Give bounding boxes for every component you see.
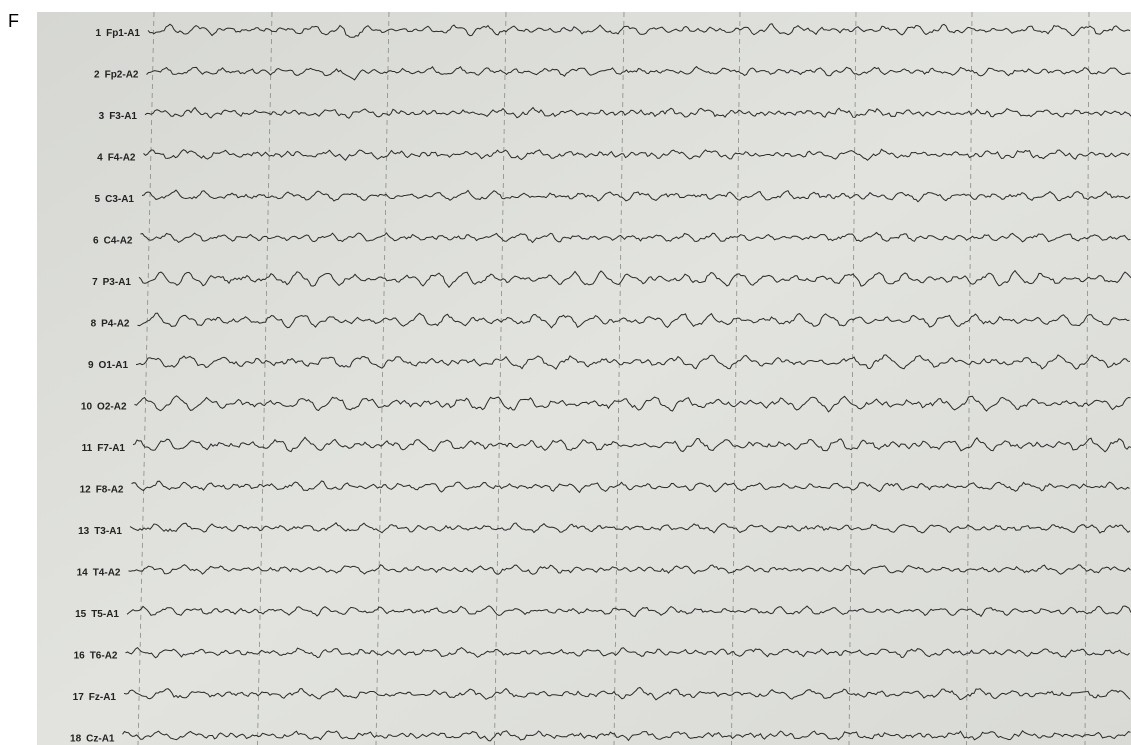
- eeg-figure: F 1 Fp1-A1 2 Fp2-A2 3 F3-A1 4 F4-A2 5 C3-A1 6 C4-A2…: [0, 0, 1131, 745]
- channel-name: T6-A2: [90, 650, 118, 661]
- channel-number: 13: [78, 526, 90, 537]
- channel-name: Fz-A1: [89, 692, 117, 703]
- channel-name: F3-A1: [109, 111, 137, 122]
- channel-number: 16: [74, 650, 86, 661]
- channel-number: 12: [80, 484, 92, 495]
- channel-number: 5: [95, 194, 101, 205]
- eeg-paper: [37, 12, 1131, 745]
- channel-name: Fp2-A2: [105, 69, 139, 80]
- channel-label: 11 F7-A1: [82, 443, 126, 454]
- channel-name: C3-A1: [105, 194, 134, 205]
- channel-label: 15 T5-A1: [75, 609, 119, 620]
- channel-name: Cz-A1: [86, 733, 115, 744]
- channel-number: 2: [94, 69, 100, 80]
- channel-number: 1: [96, 28, 102, 39]
- channel-name: P3-A1: [103, 277, 132, 288]
- channel-name: Fp1-A1: [106, 28, 140, 39]
- channel-number: 11: [82, 443, 93, 454]
- channel-number: 4: [97, 152, 103, 163]
- channel-label: 12 F8-A2: [80, 484, 124, 495]
- channel-number: 10: [81, 401, 93, 412]
- channel-label: 14 T4-A2: [77, 567, 121, 578]
- channel-number: 7: [92, 277, 98, 288]
- channel-label: 10 O2-A2: [81, 401, 127, 412]
- channel-number: 15: [75, 609, 87, 620]
- channel-label: 17 Fz-A1: [73, 692, 117, 703]
- channel-number: 18: [70, 733, 82, 744]
- channel-name: F8-A2: [96, 484, 124, 495]
- channel-name: T3-A1: [94, 526, 122, 537]
- channel-name: T5-A1: [91, 609, 119, 620]
- channel-label: 18 Cz-A1: [70, 733, 115, 744]
- channel-name: P4-A2: [101, 318, 130, 329]
- channel-name: F4-A2: [108, 152, 136, 163]
- channel-name: T4-A2: [93, 567, 121, 578]
- channel-number: 14: [77, 567, 89, 578]
- channel-name: C4-A2: [104, 235, 133, 246]
- channel-label: 13 T3-A1: [78, 526, 122, 537]
- channel-name: O1-A1: [99, 360, 129, 371]
- channel-number: 17: [73, 692, 85, 703]
- channel-number: 6: [93, 235, 99, 246]
- channel-name: O2-A2: [97, 401, 127, 412]
- channel-number: 8: [91, 318, 97, 329]
- channel-number: 9: [88, 360, 94, 371]
- channel-name: F7-A1: [97, 443, 125, 454]
- panel-label: F: [8, 11, 19, 31]
- channel-label: 16 T6-A2: [74, 650, 118, 661]
- channel-number: 3: [99, 111, 105, 122]
